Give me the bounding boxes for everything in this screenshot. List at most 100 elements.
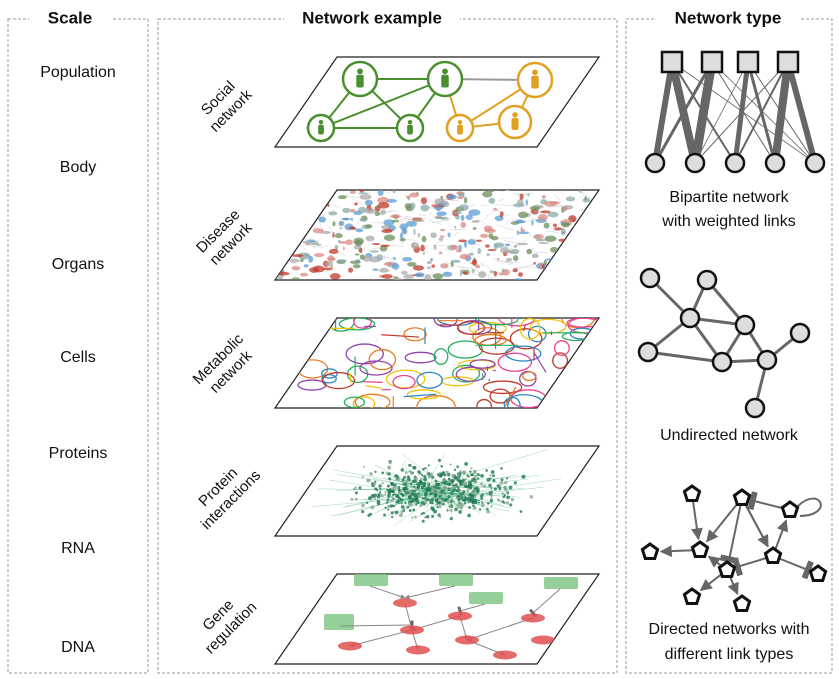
- ppi-node: [456, 465, 460, 469]
- disease-node: [336, 259, 347, 262]
- ppi-node: [468, 505, 472, 509]
- ppi-node: [436, 501, 440, 505]
- ppi-node: [503, 485, 507, 489]
- ppi-node: [460, 503, 465, 507]
- ppi-node: [378, 492, 382, 496]
- undirected-node: [789, 322, 811, 344]
- ppi-node: [429, 500, 434, 505]
- disease-edge: [507, 262, 514, 265]
- disease-node: [314, 253, 325, 258]
- ppi-node: [408, 509, 412, 512]
- ppi-node: [367, 496, 372, 501]
- ppi-node: [415, 500, 420, 505]
- ppi-node: [411, 516, 414, 519]
- disease-edge: [461, 266, 474, 270]
- ppi-node: [411, 485, 415, 489]
- metabolic-path: [533, 352, 547, 373]
- disease-edge: [338, 253, 346, 256]
- disease-node: [510, 221, 520, 225]
- disease-node: [377, 190, 384, 196]
- disease-node: [391, 262, 400, 270]
- disease-node: [312, 228, 324, 234]
- disease-node: [300, 272, 309, 277]
- disease-edge: [425, 196, 435, 204]
- disease-node: [542, 263, 545, 269]
- ppi-node: [407, 477, 411, 482]
- disease-node: [334, 233, 343, 239]
- ppi-node: [416, 482, 419, 485]
- disease-node: [465, 214, 473, 220]
- disease-node: [471, 220, 481, 223]
- ppi-node: [490, 470, 495, 474]
- ppi-node: [381, 481, 384, 485]
- disease-node: [381, 274, 393, 279]
- ppi-node: [417, 492, 420, 495]
- disease-node: [354, 202, 358, 206]
- disease-node: [374, 211, 381, 217]
- ppi-node: [408, 470, 411, 473]
- ppi-node: [470, 479, 474, 483]
- scale-label: Cells: [60, 349, 96, 366]
- disease-node: [392, 190, 396, 194]
- ppi-node: [428, 475, 431, 478]
- disease-edge: [352, 198, 364, 207]
- disease-node: [429, 258, 434, 262]
- plane-content: [275, 318, 599, 408]
- disease-edge: [551, 210, 554, 212]
- disease-edge: [500, 190, 514, 192]
- ppi-node: [488, 483, 492, 488]
- ppi-node: [481, 493, 484, 496]
- ppi-node: [468, 483, 473, 487]
- ppi-node: [496, 484, 501, 488]
- disease-node: [454, 225, 457, 229]
- scale-label: DNA: [61, 639, 95, 656]
- ppi-node: [424, 516, 427, 519]
- disease-node: [565, 196, 576, 202]
- ppi-node: [420, 512, 423, 515]
- gene-edge: [349, 629, 413, 648]
- scale-label: Organs: [52, 256, 104, 273]
- ppi-node: [390, 495, 394, 499]
- ppi-node: [376, 501, 381, 506]
- ppi-node: [420, 503, 423, 506]
- disease-node: [582, 197, 591, 203]
- disease-node: [435, 216, 444, 220]
- ppi-node: [477, 499, 480, 502]
- disease-node: [399, 223, 408, 230]
- disease-node: [400, 237, 406, 242]
- disease-edge: [434, 241, 443, 244]
- disease-node: [550, 246, 559, 253]
- ppi-node: [467, 475, 470, 478]
- disease-node: [326, 257, 337, 260]
- ppi-node: [508, 485, 513, 490]
- ppi-node: [445, 470, 449, 475]
- ppi-node: [386, 484, 390, 488]
- ppi-node: [471, 501, 475, 505]
- disease-node: [450, 244, 459, 250]
- ppi-node: [397, 488, 401, 492]
- disease-edge: [487, 276, 498, 280]
- undirected-node: [756, 349, 778, 371]
- ppi-node: [437, 486, 441, 490]
- metabolic-path: [363, 381, 383, 384]
- plane-content: [275, 190, 593, 280]
- disease-edge: [529, 233, 532, 238]
- ppi-node: [440, 497, 444, 501]
- gene-edge: [369, 585, 406, 599]
- ppi-node: [474, 500, 478, 505]
- ppi-node: [506, 477, 509, 480]
- disease-edge: [546, 230, 559, 233]
- ppi-node: [503, 501, 506, 504]
- ppi-node: [472, 477, 476, 481]
- person-body: [356, 74, 364, 88]
- metabolic-loop: [478, 337, 515, 355]
- ppi-node: [400, 510, 404, 514]
- disease-edge: [487, 273, 491, 278]
- ppi-node: [404, 471, 408, 474]
- ppi-node: [480, 473, 484, 478]
- gene-box: [439, 574, 473, 586]
- header-bg: [284, 8, 460, 30]
- directed-node: [682, 587, 702, 605]
- person-head: [532, 69, 538, 76]
